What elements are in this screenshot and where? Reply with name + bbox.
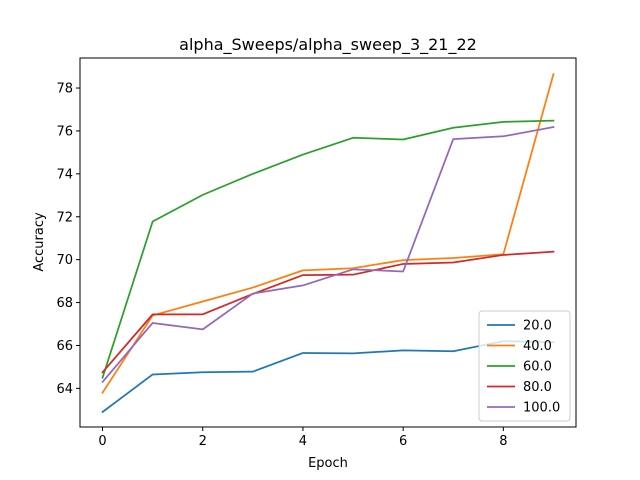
y-tick-label: 64 (56, 382, 73, 397)
series-line-100.0 (101, 126, 555, 384)
x-tick-label: 0 (98, 434, 106, 449)
x-tick-label: 4 (299, 434, 307, 449)
y-tick-label: 72 (56, 210, 73, 225)
series-lines (101, 73, 555, 414)
legend-entry-label: 40.0 (523, 339, 552, 354)
x-tick-label: 8 (499, 434, 507, 449)
legend: 20.0 40.0 60.0 80.0 100.0 (478, 310, 571, 422)
y-tick-label: 68 (56, 296, 73, 311)
legend-entry-label: 100.0 (523, 401, 560, 416)
legend-entry-label: 20.0 (523, 319, 552, 334)
y-tick-label: 74 (56, 167, 73, 182)
series-line-60.0 (101, 119, 555, 379)
x-tick-label: 2 (199, 434, 207, 449)
y-tick-label: 78 (56, 82, 73, 97)
y-tick-label: 70 (56, 253, 73, 268)
chart-title: alpha_Sweeps/alpha_sweep_3_21_22 (179, 35, 477, 55)
x-axis-label: Epoch (308, 456, 348, 471)
legend-entry-label: 80.0 (523, 380, 552, 395)
legend-entry-label: 60.0 (523, 360, 552, 375)
series-line-40.0 (101, 73, 555, 394)
series-line-20.0 (101, 340, 555, 414)
plot-frame (79, 57, 577, 428)
y-axis-label: Accuracy (32, 212, 47, 272)
legend-box (478, 310, 571, 422)
series-line-80.0 (101, 250, 555, 374)
y-tick-label: 66 (56, 339, 73, 354)
x-tick-label: 6 (399, 434, 407, 449)
y-tick-label: 76 (56, 124, 73, 139)
